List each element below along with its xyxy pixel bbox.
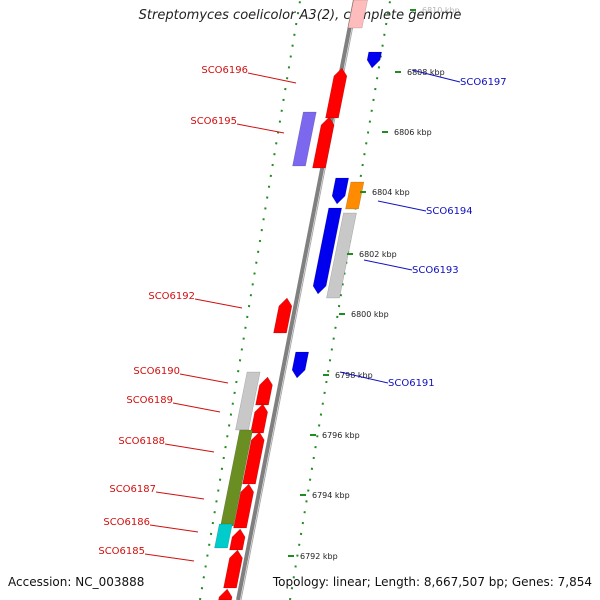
gene-sco6187-red (233, 483, 254, 529)
reverse-label-leader (363, 259, 413, 271)
reverse-gene-label: SCO6191 (388, 378, 435, 389)
reverse-gene-label: SCO6194 (426, 206, 473, 217)
gene-sco6193-blue (312, 207, 343, 295)
forward-label-leader (179, 373, 229, 384)
forward-label-leader (172, 402, 221, 413)
reverse-label-leader (411, 69, 461, 83)
gene-sco6195-purple (292, 111, 317, 167)
forward-gene-label: SCO6189 (126, 395, 173, 406)
forward-gene-label: SCO6187 (109, 484, 156, 495)
forward-label-leader (194, 298, 243, 309)
gene-small-blue (331, 177, 350, 205)
dotted-guide-lines (199, 0, 392, 600)
kbp-tick-label: 6808 kbp (407, 68, 445, 77)
forward-label-leader (247, 72, 297, 84)
forward-gene-label: SCO6185 (98, 546, 145, 557)
kbp-tick-label: 6802 kbp (359, 250, 397, 259)
gene-sco6194 (345, 181, 365, 210)
gene-sco6186-red (229, 528, 246, 551)
gene-sco6192 (273, 297, 293, 334)
gene-features (214, 0, 383, 600)
gene-sco6186-cyan (214, 523, 233, 549)
forward-gene-label: SCO6190 (133, 366, 180, 377)
gene-sco6193-gray (326, 212, 357, 299)
forward-gene-label: SCO6192 (148, 291, 195, 302)
gene-sco6197 (366, 51, 383, 69)
gene-sco6190-red (255, 376, 273, 406)
left-dotted-line (199, 0, 302, 600)
kbp-tick-label: 6806 kbp (394, 128, 432, 137)
forward-label-leader (164, 443, 215, 453)
reverse-gene-label: SCO6197 (460, 77, 507, 88)
kbp-tick-label: 6794 kbp (312, 491, 350, 500)
forward-gene-label: SCO6196 (201, 65, 248, 76)
map-title: Streptomyces coelicolor A3(2), complete … (138, 8, 462, 23)
genome-summary-text: Topology: linear; Length: 8,667,507 bp; … (272, 575, 592, 589)
kbp-tick-label: 6796 kbp (322, 431, 360, 440)
accession-text: Accession: NC_003888 (8, 575, 145, 589)
kbp-tick-label: 6810 kbp (422, 6, 460, 15)
reverse-label-leader (377, 200, 427, 212)
gene-sco6188-red (242, 431, 265, 485)
reverse-label-leader (339, 371, 389, 384)
forward-gene-label: SCO6195 (190, 116, 237, 127)
gene-sco6196 (325, 67, 348, 119)
reverse-gene-label: SCO6193 (412, 265, 459, 276)
forward-gene-label: SCO6186 (103, 517, 150, 528)
gene-sco6191 (291, 351, 310, 379)
right-dotted-line (289, 0, 392, 600)
forward-label-leader (155, 491, 205, 500)
gene-top-faded (347, 0, 368, 29)
forward-label-leader (236, 123, 285, 134)
gene-labels: SCO6196 SCO6195 SCO6192 SCO6190 SCO6189 SCO61… (98, 65, 507, 562)
kbp-tick-label: 6792 kbp (300, 552, 338, 561)
kbp-tick-label: 6804 kbp (372, 188, 410, 197)
gene-sco6185-red (223, 549, 243, 589)
gene-sco6189-red (250, 403, 268, 434)
kbp-tick-label: 6800 kbp (351, 310, 389, 319)
gene-bottom-red (218, 588, 233, 600)
forward-label-leader (149, 524, 199, 533)
gene-sco6195-red (312, 116, 335, 169)
forward-label-leader (144, 553, 195, 562)
forward-gene-label: SCO6188 (118, 436, 165, 447)
